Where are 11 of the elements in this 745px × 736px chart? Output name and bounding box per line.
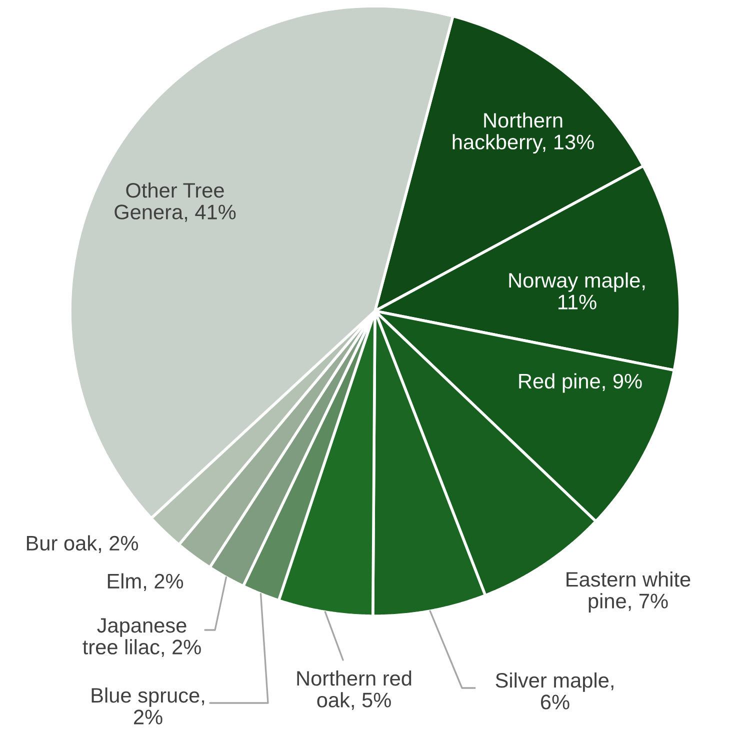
slice-label: Bur oak, 2% [26, 535, 138, 554]
slice-label: Northern red oak, 5% [297, 670, 412, 710]
slice-label: Japanese tree lilac, 2% [82, 618, 201, 657]
slice-label: Eastern white pine, 7% [566, 571, 690, 613]
slice-label: Northern hackberry, 13% [452, 112, 594, 154]
slice-label: Red pine, 9% [519, 373, 642, 393]
slice-label: Other Tree Genera, 41% [114, 182, 236, 222]
slice-label: Blue spruce, 2% [92, 687, 204, 724]
slice-label: Silver maple, 6% [496, 672, 614, 710]
slice-label: Elm, 2% [108, 573, 184, 592]
slice-label: Norway maple, 11% [509, 272, 645, 310]
